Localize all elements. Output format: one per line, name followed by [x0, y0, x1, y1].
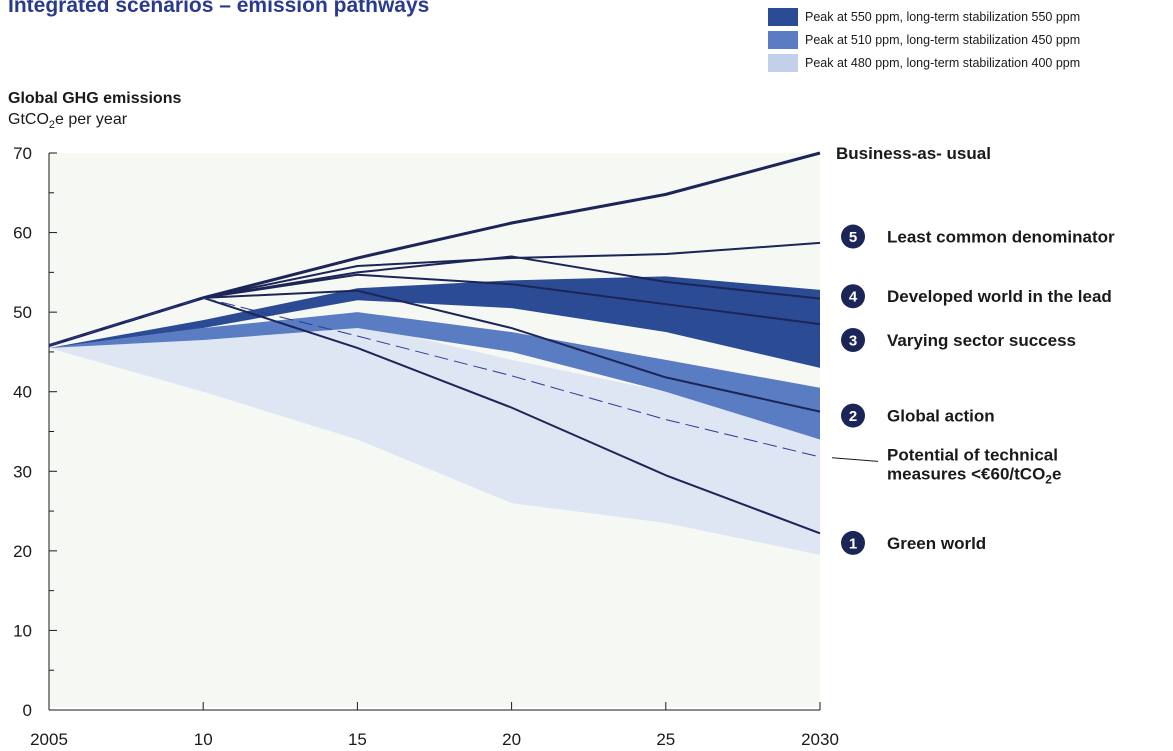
- series-label-2: Developed world in the lead: [887, 287, 1112, 306]
- legend-item-400: Peak at 480 ppm, long-term stabilization…: [768, 52, 1080, 74]
- series-line-6: [48, 297, 821, 458]
- labels-layer: Business-as- usual 5 Least common denomina…: [831, 144, 1115, 555]
- marker-circle-4: [841, 284, 865, 309]
- y-tick-label-40: 40: [13, 383, 32, 402]
- marker-number-5: 5: [849, 229, 857, 246]
- x-tick-label-2030: 2030: [801, 730, 839, 749]
- x-tick-label-2025: 25: [656, 730, 675, 749]
- band-0: [49, 324, 820, 555]
- legend-item-550: Peak at 550 ppm, long-term stabilization…: [768, 6, 1080, 28]
- series-label-0: Business-as- usual: [836, 144, 991, 163]
- y-ticks-layer: 0 10 20 30 40 50 60 70: [13, 144, 57, 720]
- technical-label-suffix: e: [1052, 464, 1061, 483]
- series-label-1: Least common denominator: [887, 228, 1115, 247]
- y-unit-subscript: 2: [48, 119, 56, 132]
- y-tick-label-70: 70: [13, 144, 32, 163]
- y-tick-label-50: 50: [13, 303, 32, 322]
- y-tick-label-10: 10: [13, 621, 32, 640]
- series-label-3: Varying sector success: [887, 331, 1076, 350]
- technical-label-prefix: measures <€60/tCO: [887, 464, 1045, 483]
- technical-label-line2: measures <€60/tCO2e: [887, 464, 1061, 486]
- marker-number-1: 1: [849, 535, 857, 552]
- technical-label-subscript: 2: [1045, 472, 1052, 486]
- series-line-5: [48, 296, 821, 535]
- y-axis-title: Global GHG emissions: [8, 90, 182, 107]
- technical-label-line1: Potential of technical: [887, 445, 1058, 464]
- legend-swatch-450: [768, 31, 798, 49]
- marker-circle-5: [841, 224, 865, 249]
- chart-title: Integrated scenarios – emission pathways: [8, 0, 430, 17]
- series-label-4: Global action: [887, 407, 995, 426]
- x-tick-label-2020: 20: [502, 730, 521, 749]
- series-label-6: Green world: [887, 534, 986, 553]
- y-tick-label-20: 20: [13, 542, 32, 561]
- x-tick-label-2010: 10: [194, 730, 213, 749]
- x-tick-label-2005: 2005: [30, 730, 68, 749]
- marker-circle-1: [841, 530, 865, 555]
- y-unit-suffix: e per year: [55, 111, 128, 128]
- lines-layer: [48, 151, 821, 535]
- marker-circle-3: [841, 327, 865, 352]
- legend-label-450: Peak at 510 ppm, long-term stabilization…: [805, 33, 1081, 47]
- x-tick-label-2015: 15: [348, 730, 367, 749]
- legend-swatch-400: [768, 54, 798, 72]
- marker-circle-2: [841, 403, 865, 428]
- legend-label-550: Peak at 550 ppm, long-term stabilization…: [805, 10, 1081, 24]
- y-axis-unit: GtCO2e per year: [8, 111, 127, 131]
- legend-item-450: Peak at 510 ppm, long-term stabilization…: [768, 29, 1080, 51]
- marker-number-2: 2: [849, 408, 857, 425]
- y-tick-label-0: 0: [23, 701, 32, 720]
- band-1: [49, 312, 820, 440]
- y-unit-prefix: GtCO: [8, 111, 49, 128]
- legend-swatch-550: [768, 8, 798, 26]
- marker-number-3: 3: [849, 332, 857, 349]
- y-tick-label-30: 30: [13, 462, 32, 481]
- legend-label-400: Peak at 480 ppm, long-term stabilization…: [805, 56, 1081, 70]
- y-tick-label-60: 60: [13, 224, 32, 243]
- legend: Peak at 550 ppm, long-term stabilization…: [768, 6, 1080, 75]
- x-ticks-layer: 2005 10 15 20 25 2030: [30, 702, 839, 749]
- technical-leader-line: [831, 457, 879, 462]
- marker-number-4: 4: [849, 289, 858, 306]
